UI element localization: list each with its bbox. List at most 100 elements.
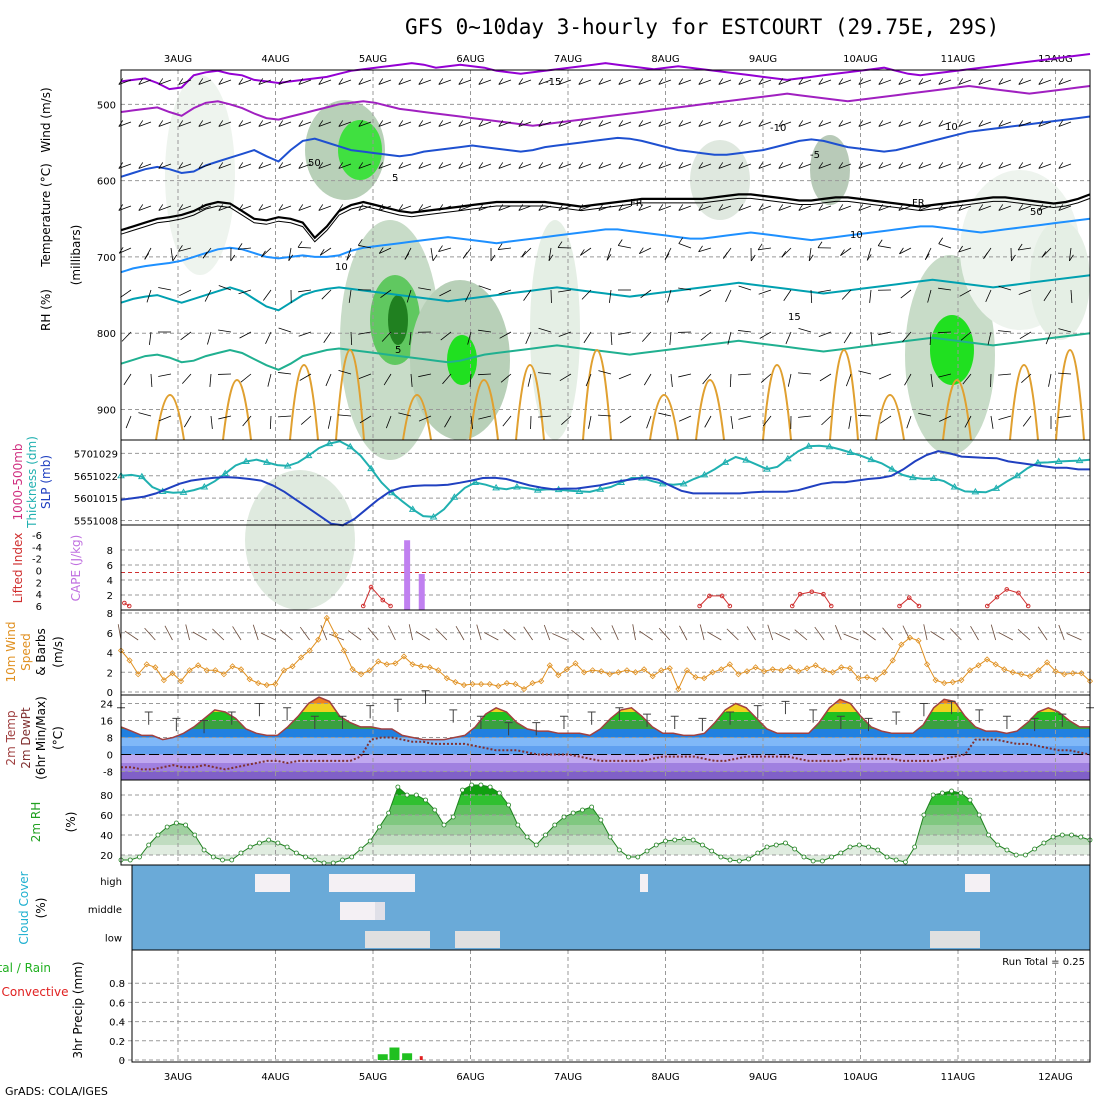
wind-barb-flag — [978, 162, 984, 169]
wind-barb-flag — [518, 78, 524, 85]
wind-speed-marker — [392, 660, 399, 667]
wind-speed-marker — [606, 671, 613, 678]
wind-barb — [578, 205, 592, 211]
wind-speed-marker — [863, 674, 871, 681]
rh-band — [121, 815, 1090, 825]
rh-marker — [515, 822, 521, 828]
warm-contour — [515, 364, 545, 441]
wind-barb — [978, 205, 992, 211]
y-tick-label-thickness: 570 — [74, 449, 93, 460]
wind-barb — [1038, 121, 1052, 127]
wind-barb — [269, 415, 272, 430]
li-marker — [828, 603, 834, 609]
wind-speed-marker — [726, 661, 733, 668]
wind-barb — [838, 79, 852, 85]
rh-marker — [755, 850, 761, 856]
wind-barb-flag — [538, 120, 544, 127]
wind-barb-flag — [578, 162, 584, 169]
thickness-marker — [408, 505, 417, 512]
wind-barb-flag — [558, 120, 564, 127]
wind-barb — [834, 625, 842, 641]
wind-barb — [1017, 628, 1031, 641]
wind-speed-marker — [1069, 670, 1076, 677]
wind-barb — [678, 287, 692, 291]
wind-barb — [252, 624, 259, 641]
wind-barb-flag — [878, 120, 884, 127]
wind-barb-flag — [723, 252, 728, 259]
wind-barb — [527, 373, 532, 387]
wind-barb — [183, 415, 192, 428]
wind-barb — [170, 247, 174, 261]
wind-barb — [299, 373, 312, 381]
y-tick-label-slp: 1015 — [93, 494, 118, 505]
wind-barb-flag — [678, 78, 684, 85]
wind-barb — [678, 243, 692, 249]
wind-speed-marker — [169, 670, 176, 677]
wind-barb — [678, 79, 692, 85]
thickness-marker — [137, 472, 146, 480]
wind-barb-flag — [318, 162, 324, 169]
wind-barb — [158, 163, 172, 169]
rh-marker — [441, 822, 447, 828]
wind-barb — [729, 373, 732, 388]
warm-contour — [582, 349, 612, 441]
wind-barb-flag — [664, 253, 670, 260]
wind-barb — [762, 415, 772, 427]
bottom-date-label: 3AUG — [164, 1072, 192, 1083]
temp-band — [121, 771, 1090, 780]
wind-barb — [558, 121, 572, 127]
wind-barb — [918, 412, 932, 417]
rh-marker — [340, 857, 345, 863]
wind-barb — [179, 289, 192, 297]
wind-barb — [138, 79, 152, 85]
wind-barb — [278, 372, 292, 375]
wind-barb — [438, 79, 452, 85]
wind-barb — [124, 630, 139, 641]
wind-barb — [760, 373, 772, 383]
wind-barb — [218, 329, 232, 333]
thickness-marker — [1075, 456, 1084, 464]
wind-barb-flag — [418, 120, 424, 127]
wind-speed-marker — [126, 657, 133, 664]
wind-speed-marker — [460, 682, 468, 689]
wind-barb — [918, 163, 932, 169]
rh-marker — [155, 832, 161, 838]
rh-marker — [469, 782, 475, 788]
wind-speed-marker — [589, 667, 596, 674]
wind-barb — [998, 632, 1014, 641]
wind-barb — [869, 289, 872, 303]
thickness-marker — [596, 485, 605, 492]
rh-marker — [1078, 834, 1084, 840]
rh-marker — [201, 847, 207, 853]
wind-speed-marker — [1044, 659, 1051, 666]
top-date-label: 5AUG — [359, 54, 387, 65]
rh-marker — [524, 834, 530, 840]
rh-marker — [386, 810, 392, 816]
wind-barb-flag — [858, 78, 864, 85]
rh-marker — [718, 854, 724, 860]
temp-line — [120, 696, 1090, 741]
wind-barb — [949, 628, 962, 641]
wind-speed-marker — [658, 667, 665, 674]
wind-barb — [987, 331, 992, 345]
wind-barb-flag — [658, 120, 664, 127]
wind-barb — [182, 373, 192, 384]
cloud-cell — [455, 931, 500, 948]
wind-barb — [698, 163, 712, 169]
bottom-date-label: 5AUG — [359, 1072, 387, 1083]
wind-barb — [218, 79, 232, 85]
wind-barb — [558, 163, 572, 169]
wind-barb-flag — [1018, 162, 1024, 169]
y-tick-label-li: 0 — [36, 567, 42, 578]
wind-speed-marker — [692, 674, 699, 681]
wind-barb — [939, 415, 952, 422]
li-marker — [994, 594, 1000, 600]
top-date-label: 10AUG — [843, 54, 878, 65]
wind-speed-marker — [803, 665, 811, 672]
rh-marker — [173, 820, 179, 826]
wind-barb — [726, 628, 739, 641]
rh-marker — [275, 840, 281, 846]
wind-barb — [278, 163, 292, 169]
wind-barb — [158, 373, 172, 377]
wind-barb-flag — [918, 162, 924, 169]
